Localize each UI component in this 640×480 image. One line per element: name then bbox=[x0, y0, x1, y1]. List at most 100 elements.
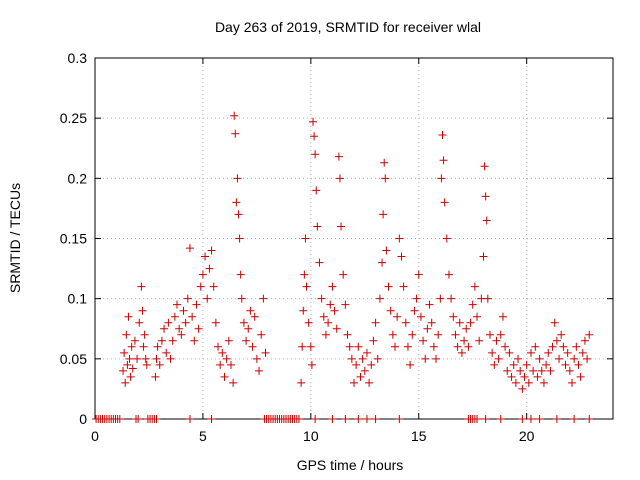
data-point bbox=[406, 360, 415, 369]
data-point bbox=[501, 342, 510, 351]
data-point bbox=[442, 234, 451, 243]
data-point bbox=[321, 330, 330, 339]
data-point bbox=[412, 294, 421, 303]
data-point bbox=[455, 318, 464, 327]
data-point bbox=[367, 360, 376, 369]
data-point bbox=[119, 366, 128, 375]
data-point bbox=[198, 270, 207, 279]
x-tick-label: 0 bbox=[91, 428, 99, 444]
data-point bbox=[257, 330, 266, 339]
y-tick-label: 0.2 bbox=[68, 170, 88, 186]
data-point bbox=[160, 324, 169, 333]
data-point bbox=[362, 415, 371, 423]
data-point bbox=[255, 366, 264, 375]
data-point bbox=[565, 366, 574, 375]
data-point bbox=[369, 336, 378, 345]
data-point bbox=[231, 129, 240, 138]
data-point bbox=[518, 384, 527, 393]
data-point bbox=[317, 294, 326, 303]
data-point bbox=[580, 336, 589, 345]
x-tick-label: 15 bbox=[411, 428, 427, 444]
data-point bbox=[124, 312, 133, 321]
data-point bbox=[337, 222, 346, 231]
data-point bbox=[481, 192, 490, 201]
data-point bbox=[354, 342, 363, 351]
data-point bbox=[216, 360, 225, 369]
data-point bbox=[330, 306, 339, 315]
data-point bbox=[552, 336, 561, 345]
data-point bbox=[453, 342, 462, 351]
data-point bbox=[423, 324, 432, 333]
data-point bbox=[203, 294, 212, 303]
data-point bbox=[373, 354, 382, 363]
data-point bbox=[235, 234, 244, 243]
data-point bbox=[328, 415, 337, 423]
data-point bbox=[230, 111, 239, 120]
data-point bbox=[555, 354, 564, 363]
data-point bbox=[475, 336, 484, 345]
data-point bbox=[451, 330, 460, 339]
data-point bbox=[137, 282, 146, 291]
data-point bbox=[128, 364, 137, 373]
data-point bbox=[294, 415, 303, 423]
data-point bbox=[567, 378, 576, 387]
data-point bbox=[209, 282, 218, 291]
data-point bbox=[371, 318, 380, 327]
data-point bbox=[300, 270, 309, 279]
data-point bbox=[127, 342, 136, 351]
x-tick-label: 20 bbox=[519, 428, 535, 444]
data-point bbox=[464, 342, 473, 351]
data-point bbox=[544, 348, 553, 357]
data-point bbox=[239, 318, 248, 327]
data-point bbox=[438, 131, 447, 140]
data-point bbox=[496, 415, 505, 423]
data-point bbox=[302, 282, 311, 291]
data-point bbox=[535, 354, 544, 363]
grid-lines bbox=[95, 58, 613, 419]
data-point bbox=[371, 415, 380, 423]
data-point bbox=[246, 306, 255, 315]
data-point bbox=[115, 415, 124, 423]
data-point bbox=[248, 342, 257, 351]
data-point bbox=[205, 264, 214, 273]
data-point bbox=[185, 415, 194, 423]
data-point bbox=[382, 246, 391, 255]
data-point bbox=[473, 415, 482, 423]
data-point bbox=[352, 360, 361, 369]
data-point bbox=[319, 312, 328, 321]
data-point bbox=[121, 378, 130, 387]
data-point bbox=[229, 378, 238, 387]
data-point bbox=[162, 348, 171, 357]
data-point bbox=[350, 378, 358, 387]
data-point bbox=[460, 336, 469, 345]
data-point bbox=[449, 312, 458, 321]
data-point bbox=[511, 378, 520, 387]
data-point bbox=[218, 348, 227, 357]
data-point bbox=[393, 312, 402, 321]
data-point bbox=[386, 306, 395, 315]
data-point bbox=[533, 372, 542, 381]
data-point bbox=[224, 336, 233, 345]
data-point bbox=[520, 372, 529, 381]
data-point bbox=[473, 312, 482, 321]
data-point bbox=[175, 324, 184, 333]
data-point bbox=[466, 318, 475, 327]
data-point bbox=[164, 318, 173, 327]
data-point bbox=[120, 348, 129, 357]
data-point bbox=[414, 270, 423, 279]
data-point bbox=[410, 306, 419, 315]
data-point bbox=[341, 415, 350, 423]
data-point bbox=[153, 342, 162, 351]
x-axis-label: GPS time / hours bbox=[297, 457, 404, 473]
data-point bbox=[440, 198, 449, 207]
data-point bbox=[157, 336, 166, 345]
data-point bbox=[307, 360, 316, 369]
data-point bbox=[485, 330, 494, 339]
data-point bbox=[183, 294, 192, 303]
data-point bbox=[139, 342, 148, 351]
data-point bbox=[259, 294, 268, 303]
data-point bbox=[233, 174, 242, 183]
data-point bbox=[236, 270, 245, 279]
data-point bbox=[505, 348, 514, 357]
data-point bbox=[356, 372, 365, 381]
